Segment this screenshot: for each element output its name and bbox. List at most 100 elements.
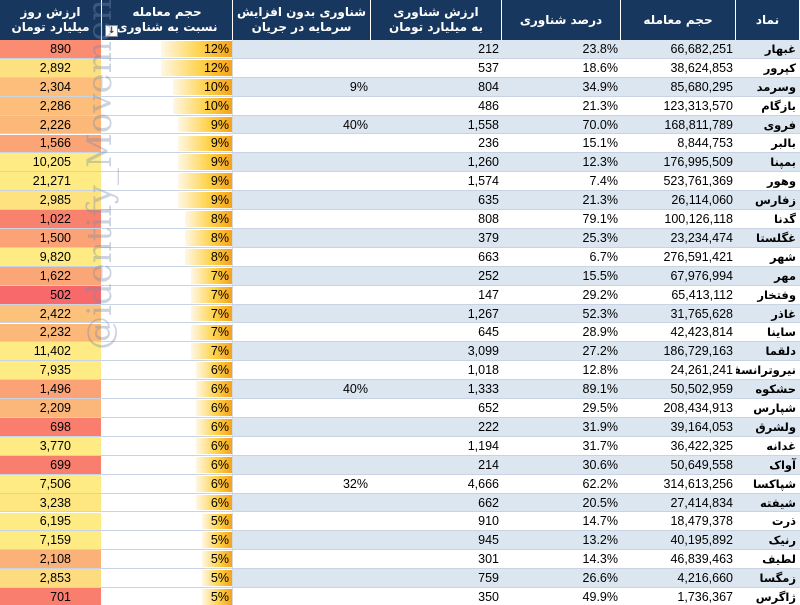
cell-volume[interactable]: 4,216,660: [677, 571, 733, 586]
cell-float-pct[interactable]: 21.3%: [582, 98, 618, 113]
cell-ratio[interactable]: 7%: [102, 266, 233, 285]
table-row[interactable]: وهور 523,761,369 7.4% 1,574 9% 21,271: [0, 172, 800, 192]
cell-volume[interactable]: 208,434,913: [663, 401, 733, 416]
table-row[interactable]: شپاکسا 314,613,256 62.2% 4,666 32% 6% 7,506: [0, 474, 800, 494]
cell-ratio[interactable]: 8%: [102, 247, 233, 266]
cell-float-value[interactable]: 379: [478, 230, 499, 245]
cell-no-cap-increase[interactable]: [233, 569, 371, 587]
cell-no-cap-increase[interactable]: [233, 550, 371, 568]
cell-float-pct[interactable]: 31.7%: [582, 438, 618, 453]
cell-ratio[interactable]: 6%: [102, 474, 233, 493]
cell-float-pct[interactable]: 23.8%: [582, 41, 618, 56]
cell-float-pct[interactable]: 15.5%: [582, 268, 618, 283]
cell-float-pct[interactable]: 49.9%: [582, 590, 618, 605]
cell-ratio[interactable]: 7%: [102, 304, 233, 323]
table-row[interactable]: نیروترانسفو24,261,241 12.8% 1,018 6% 7,935: [0, 361, 800, 381]
cell-float-value[interactable]: 350: [478, 590, 499, 605]
cell-name[interactable]: آواک: [769, 457, 796, 472]
cell-float-value[interactable]: 236: [478, 136, 499, 151]
cell-ratio[interactable]: 8%: [102, 229, 233, 247]
cell-name[interactable]: وسرمد: [756, 79, 796, 94]
cell-volume[interactable]: 50,502,959: [670, 382, 733, 397]
cell-no-cap-increase[interactable]: [233, 248, 371, 266]
cell-float-value[interactable]: 652: [478, 401, 499, 416]
cell-ratio[interactable]: 6%: [102, 418, 233, 436]
cell-ratio[interactable]: 6%: [102, 436, 233, 455]
cell-name[interactable]: غگلستا: [756, 230, 796, 245]
cell-name[interactable]: دلقما: [765, 344, 796, 359]
cell-float-value[interactable]: 808: [478, 212, 499, 227]
cell-day-value[interactable]: 2,422: [0, 304, 102, 323]
cell-float-value[interactable]: 222: [478, 419, 499, 434]
table-row[interactable]: ژاگرس 1,736,367 49.9% 350 5% 701: [0, 588, 800, 605]
table-row[interactable]: حشکوه 50,502,959 89.1% 1,333 40% 6% 1,496: [0, 380, 800, 400]
table-row[interactable]: ذرت 18,479,378 14.7% 910 5% 6,195: [0, 512, 800, 532]
cell-name[interactable]: وهور: [767, 174, 796, 189]
cell-ratio[interactable]: 7%: [102, 285, 233, 304]
table-row[interactable]: زفارس 26,114,060 21.3% 635 9% 2,985: [0, 191, 800, 211]
header-volume[interactable]: حجم معامله: [621, 0, 736, 40]
cell-volume[interactable]: 46,839,463: [670, 552, 733, 567]
cell-day-value[interactable]: 1,496: [0, 380, 102, 399]
cell-volume[interactable]: 40,195,892: [670, 533, 733, 548]
cell-float-value[interactable]: 910: [478, 514, 499, 529]
table-row[interactable]: شیفته 27,414,834 20.5% 662 6% 3,238: [0, 493, 800, 513]
cell-float-value[interactable]: 662: [478, 495, 499, 510]
cell-float-pct[interactable]: 18.6%: [582, 60, 618, 75]
table-row[interactable]: شپارس 208,434,913 29.5% 652 6% 2,209: [0, 399, 800, 418]
cell-day-value[interactable]: 2,232: [0, 323, 102, 342]
table-row[interactable]: ولشرق 39,164,053 31.9% 222 6% 698: [0, 418, 800, 437]
cell-volume[interactable]: 276,591,421: [663, 249, 733, 264]
cell-day-value[interactable]: 2,209: [0, 399, 102, 417]
cell-no-cap-increase[interactable]: [233, 135, 371, 153]
cell-volume[interactable]: 42,423,814: [670, 325, 733, 340]
table-row[interactable]: بالبر 8,844,753 15.1% 236 9% 1,566: [0, 134, 800, 154]
cell-no-cap-increase[interactable]: [233, 418, 371, 436]
cell-no-cap-increase[interactable]: [233, 267, 371, 285]
cell-no-cap-increase[interactable]: [233, 172, 371, 190]
cell-float-value[interactable]: 759: [478, 571, 499, 586]
table-row[interactable]: بازگام 123,313,570 21.3% 486 10% 2,286: [0, 96, 800, 116]
cell-float-value[interactable]: 212: [478, 41, 499, 56]
cell-ratio[interactable]: 10%: [102, 77, 233, 96]
cell-day-value[interactable]: 2,108: [0, 550, 102, 569]
cell-no-cap-increase[interactable]: [233, 399, 371, 417]
cell-no-cap-increase[interactable]: [233, 456, 371, 474]
cell-no-cap-increase[interactable]: [233, 588, 371, 605]
cell-day-value[interactable]: 21,271: [0, 172, 102, 191]
cell-float-pct[interactable]: 13.2%: [582, 533, 618, 548]
table-row[interactable]: وسرمد 85,680,295 34.9% 804 9% 10% 2,304: [0, 77, 800, 97]
cell-day-value[interactable]: 1,566: [0, 134, 102, 153]
cell-volume[interactable]: 66,682,251: [670, 41, 733, 56]
cell-no-cap-increase[interactable]: [233, 97, 371, 115]
cell-name[interactable]: شهر: [769, 249, 796, 264]
cell-day-value[interactable]: 699: [0, 455, 102, 474]
cell-name[interactable]: فروی: [763, 117, 796, 132]
cell-day-value[interactable]: 2,853: [0, 569, 102, 588]
cell-ratio[interactable]: 5%: [102, 588, 233, 605]
cell-name[interactable]: ذرت: [771, 514, 796, 529]
cell-float-value[interactable]: 804: [478, 79, 499, 94]
cell-day-value[interactable]: 6,195: [0, 512, 102, 531]
cell-day-value[interactable]: 3,238: [0, 493, 102, 512]
cell-float-pct[interactable]: 15.1%: [582, 136, 618, 151]
table-row[interactable]: بمپنا 176,995,509 12.3% 1,260 9% 10,205: [0, 153, 800, 173]
header-name[interactable]: نماد: [736, 0, 800, 40]
cell-ratio[interactable]: 6%: [102, 455, 233, 474]
cell-ratio[interactable]: 9%: [102, 115, 233, 134]
cell-float-pct[interactable]: 30.6%: [582, 457, 618, 472]
cell-day-value[interactable]: 2,226: [0, 115, 102, 134]
cell-float-value[interactable]: 147: [478, 287, 499, 302]
table-row[interactable]: آواک 50,649,558 30.6% 214 6% 699: [0, 455, 800, 475]
cell-float-value[interactable]: 1,018: [467, 363, 499, 378]
cell-float-pct[interactable]: 29.5%: [582, 401, 618, 416]
cell-no-cap-increase[interactable]: 40%: [342, 117, 368, 132]
cell-volume[interactable]: 100,126,118: [664, 212, 733, 227]
cell-volume[interactable]: 27,414,834: [670, 495, 733, 510]
cell-day-value[interactable]: 2,985: [0, 191, 102, 210]
table-row[interactable]: کپرور 38,624,853 18.6% 537 12% 2,892: [0, 58, 800, 78]
cell-name[interactable]: ولشرق: [755, 419, 796, 434]
cell-name[interactable]: بمپنا: [770, 155, 796, 170]
cell-ratio[interactable]: 12%: [102, 58, 233, 77]
cell-ratio[interactable]: 9%: [102, 134, 233, 153]
